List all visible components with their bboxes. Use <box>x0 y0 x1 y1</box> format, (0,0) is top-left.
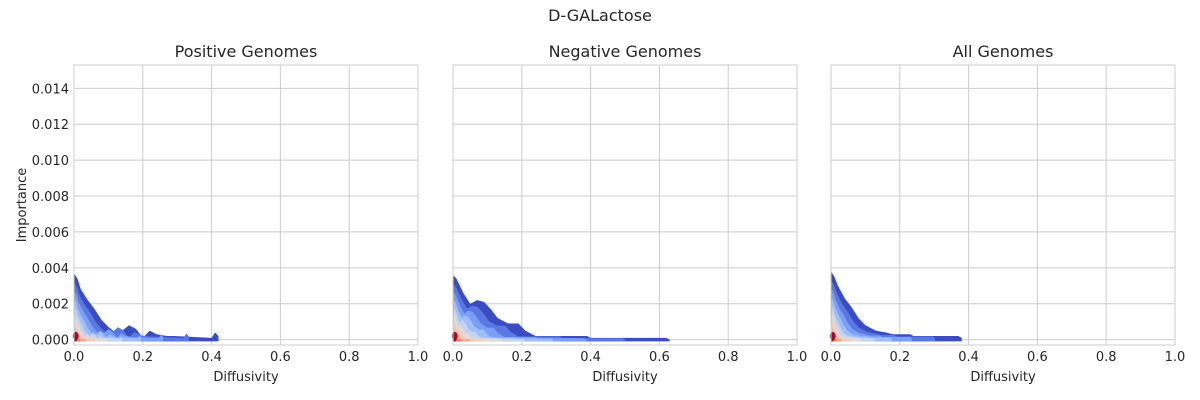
y-tick-label: 0.004 <box>32 262 69 277</box>
x-tick-label: 1.0 <box>787 350 808 365</box>
panel-2: Negative Genomes 0.0 0.2 0.4 0.6 0.8 1.0 Diffus… <box>443 42 808 385</box>
density-level-1 <box>453 275 670 342</box>
x-tick-label: 0.0 <box>64 350 85 365</box>
x-tick-label: 0.2 <box>889 350 910 365</box>
y-tick-label: 0.010 <box>32 154 69 169</box>
x-tick-label: 1.0 <box>1165 350 1186 365</box>
x-tick-label: 1.0 <box>408 350 429 365</box>
density-level-7 <box>831 320 850 342</box>
density-level-2 <box>453 283 626 342</box>
density-level-6 <box>453 315 502 342</box>
density-level-6 <box>831 313 861 342</box>
density-level-7 <box>74 321 95 342</box>
density-level-2 <box>831 280 936 342</box>
x-tick-label: 0.2 <box>132 350 153 365</box>
x-tick-label: 0.4 <box>201 350 222 365</box>
x-tick-label: 0.4 <box>958 350 979 365</box>
y-tick-label: 0.008 <box>32 190 69 205</box>
density-level-5 <box>831 306 875 342</box>
y-axis-label: Importance <box>15 168 30 243</box>
x-tick-label: 0.4 <box>580 350 601 365</box>
density-level-1 <box>831 271 962 342</box>
x-tick-label: 0.8 <box>1096 350 1117 365</box>
panel-title: All Genomes <box>953 42 1054 61</box>
x-axis-label: Diffusivity <box>592 370 658 385</box>
x-tick-label: 0.6 <box>1027 350 1048 365</box>
x-tick-label: 0.6 <box>649 350 670 365</box>
y-tick-label: 0.014 <box>32 82 69 97</box>
x-tick-label: 0.2 <box>511 350 532 365</box>
density-level-3 <box>453 292 587 342</box>
y-tick-label: 0.002 <box>32 298 69 313</box>
x-tick-label: 0.6 <box>270 350 291 365</box>
plot-frame <box>452 64 798 346</box>
x-axis-label: Diffusivity <box>970 370 1036 385</box>
plot-frame <box>830 64 1176 346</box>
density-level-6 <box>74 314 107 342</box>
figure-suptitle: D-GALactose <box>548 6 652 25</box>
density-level-3 <box>831 289 912 342</box>
density-level-4 <box>453 300 553 342</box>
panel-title: Positive Genomes <box>175 42 318 61</box>
panel-title: Negative Genomes <box>549 42 702 61</box>
x-tick-label: 0.0 <box>821 350 842 365</box>
x-tick-label: 0.8 <box>339 350 360 365</box>
x-axis-label: Diffusivity <box>213 370 279 385</box>
density-level-7 <box>453 321 484 342</box>
panel-3: All Genomes 0.0 0.2 0.4 0.6 0.8 1.0 Diffusivity <box>821 42 1186 385</box>
density-level-5 <box>453 308 525 342</box>
y-tick-label: 0.006 <box>32 226 69 241</box>
x-tick-label: 0.8 <box>718 350 739 365</box>
density-level-4 <box>831 298 892 342</box>
plot-frame <box>73 64 419 346</box>
y-tick-label: 0.012 <box>32 118 69 133</box>
x-tick-label: 0.0 <box>443 350 464 365</box>
y-tick-label: 0.000 <box>32 334 69 349</box>
panel-1: Positive Genomes 0.0 0.2 0.4 0.6 0.8 1.0 0.000 0… <box>15 42 428 385</box>
